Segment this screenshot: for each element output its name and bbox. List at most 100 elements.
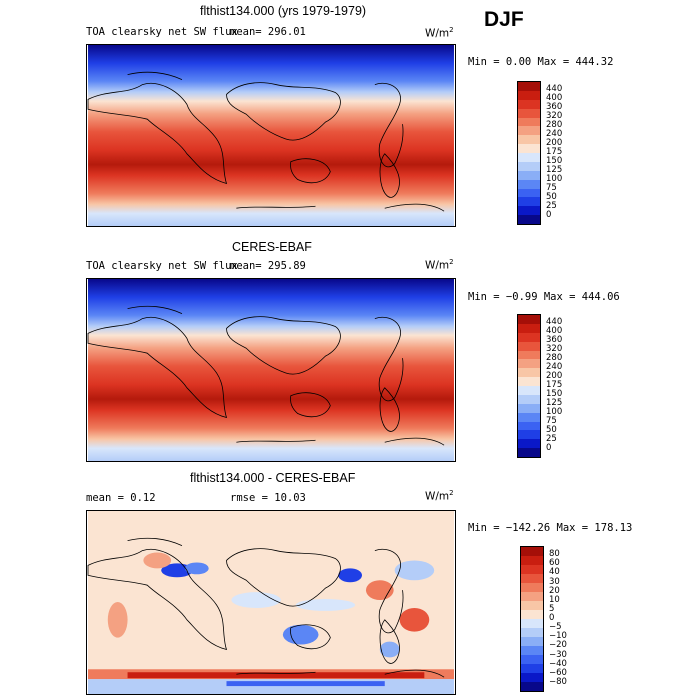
panel3-colorbar-swatches <box>521 547 543 691</box>
panel3-rmse: rmse = 10.03 <box>230 492 306 504</box>
panel3-colorbar-swatch <box>521 646 543 655</box>
panel1-colorbar <box>517 81 541 225</box>
panel2-colorbar-tick-label: 175 <box>546 380 563 390</box>
panel1-colorbar-swatch <box>518 188 540 198</box>
panel3-colorbar-swatch <box>521 655 543 664</box>
panel1-field <box>88 45 454 226</box>
panel2-colorbar-swatch <box>518 421 540 431</box>
panel1-colorbar-swatch <box>518 170 540 180</box>
panel3-colorbar-tick-label: −20 <box>549 640 567 651</box>
panel3-colorbar-tick-label: −60 <box>549 667 567 678</box>
panel1-title: flthist134.000 (yrs 1979-1979) <box>200 4 367 18</box>
panel3-colorbar-swatch <box>521 565 543 574</box>
panel1-colorbar-swatch <box>518 108 540 118</box>
panel3-colorbar-tick-label: 5 <box>549 603 555 614</box>
panel2-colorbar <box>517 314 541 458</box>
panel2-colorbar-swatch <box>518 323 540 333</box>
panel2-colorbar-tick-label: 320 <box>546 344 563 354</box>
panel3-coastlines <box>87 537 445 678</box>
panel3-colorbar-swatch <box>521 592 543 601</box>
panel2-colorbar-tick-label: 150 <box>546 389 563 399</box>
panel1-colorbar-tick-label: 400 <box>546 93 563 103</box>
panel2-colorbar-swatch <box>518 412 540 422</box>
panel3-colorbar-swatch <box>521 673 543 682</box>
panel2-colorbar-tick-label: 440 <box>546 317 563 327</box>
panel3-map <box>86 510 456 695</box>
panel2-colorbar-swatch <box>518 386 540 395</box>
panel2-colorbar-swatch <box>518 394 540 404</box>
panel3-colorbar-swatch <box>521 637 543 646</box>
panel1-colorbar-swatch <box>518 197 540 207</box>
panel2-colorbar-swatch <box>518 368 540 378</box>
panel1-colorbar-tick-label: 25 <box>546 201 557 211</box>
panel2-colorbar-tick-label: 25 <box>546 434 557 444</box>
panel1-units: W/m2 <box>425 26 454 40</box>
panel1-map <box>86 44 456 227</box>
panel3-colorbar-swatch <box>521 610 543 619</box>
panel2-colorbar-tick-label: 100 <box>546 407 563 417</box>
panel1-coastlines <box>87 71 445 212</box>
panel1-minmax: Min = 0.00 Max = 444.32 <box>468 56 614 68</box>
panel3-colorbar-swatch <box>521 619 543 628</box>
panel1-colorbar-swatches <box>518 82 540 224</box>
panel2-colorbar-swatch <box>518 448 540 457</box>
panel2-colorbar-swatch <box>518 430 540 440</box>
panel2-colorbar-tick-label: 360 <box>546 335 563 345</box>
panel2-colorbar-swatch <box>518 439 540 449</box>
panel2-title: CERES-EBAF <box>232 240 312 254</box>
panel2-colorbar-swatch <box>518 377 540 386</box>
panel1-colorbar-tick-label: 175 <box>546 147 563 157</box>
panel2-colorbar-swatch <box>518 315 540 324</box>
panel2-colorbar-swatch <box>518 341 540 351</box>
panel3-colorbar-swatch <box>521 574 543 583</box>
panel2-colorbar-tick-label: 400 <box>546 326 563 336</box>
panel1-colorbar-tick-label: 0 <box>546 210 552 220</box>
panel2-colorbar-swatch <box>518 350 540 360</box>
panel1-colorbar-swatch <box>518 153 540 162</box>
panel3-colorbar-swatch <box>521 601 543 610</box>
panel3-colorbar-tick-label: 40 <box>549 567 560 578</box>
panel3-colorbar-tick-label: 10 <box>549 594 560 605</box>
panel3-colorbar-swatch <box>521 547 543 556</box>
panel1-colorbar-swatch <box>518 144 540 153</box>
panel3-anomalies <box>88 511 454 694</box>
panel1-colorbar-tick-label: 440 <box>546 84 563 94</box>
panel2-colorbar-tick-label: 50 <box>546 425 557 435</box>
panel2-colorbar-tick-label: 125 <box>546 398 563 408</box>
panel3-colorbar-tick-label: 80 <box>549 549 560 560</box>
panel1-colorbar-swatch <box>518 126 540 136</box>
panel2-colorbar-swatch <box>518 359 540 369</box>
panel1-colorbar-swatch <box>518 99 540 109</box>
panel3-colorbar-ticks: 80 60 40 30 20 10 5 0 −5 −10 −20 −30 −40 −60 −80 <box>549 546 589 692</box>
panel3-colorbar-tick-label: −40 <box>549 658 567 669</box>
panel3-colorbar-tick-label: −5 <box>549 622 562 633</box>
panel1-colorbar-tick-label: 320 <box>546 111 563 121</box>
panel1-colorbar-tick-label: 280 <box>546 120 563 130</box>
panel1-variable-label: TOA clearsky net SW flux <box>86 26 238 38</box>
panel3-colorbar <box>520 546 544 692</box>
panel1-colorbar-swatch <box>518 161 540 171</box>
panel1-colorbar-ticks: 440 400 360 320 280 240 200 175 150 125 100 75 50 25 0 <box>546 81 586 225</box>
panel1-colorbar-swatch <box>518 82 540 91</box>
panel1-colorbar-swatch <box>518 215 540 224</box>
panel1-colorbar-tick-label: 125 <box>546 165 563 175</box>
panel3-colorbar-swatch <box>521 628 543 637</box>
panel2-colorbar-tick-label: 75 <box>546 416 557 426</box>
panel3-colorbar-tick-label: 30 <box>549 576 560 587</box>
panel3-minmax: Min = −142.26 Max = 178.13 <box>468 522 633 534</box>
panel1-colorbar-tick-label: 240 <box>546 129 563 139</box>
panel1-mean: mean= 296.01 <box>230 26 306 38</box>
panel1-colorbar-tick-label: 200 <box>546 138 563 148</box>
panel2-map <box>86 278 456 462</box>
panel1-colorbar-tick-label: 50 <box>546 192 557 202</box>
panel2-variable-label: TOA clearsky net SW flux <box>86 260 238 272</box>
panel3-colorbar-swatch <box>521 583 543 592</box>
panel3-colorbar-swatch <box>521 556 543 565</box>
panel3-colorbar-tick-label: 60 <box>549 558 560 569</box>
panel3-colorbar-swatch <box>521 682 543 691</box>
panel3-colorbar-swatch <box>521 664 543 673</box>
panel2-colorbar-tick-label: 0 <box>546 443 552 453</box>
panel1-colorbar-swatch <box>518 117 540 127</box>
panel1-colorbar-swatch <box>518 179 540 189</box>
panel2-coastlines <box>87 305 445 446</box>
